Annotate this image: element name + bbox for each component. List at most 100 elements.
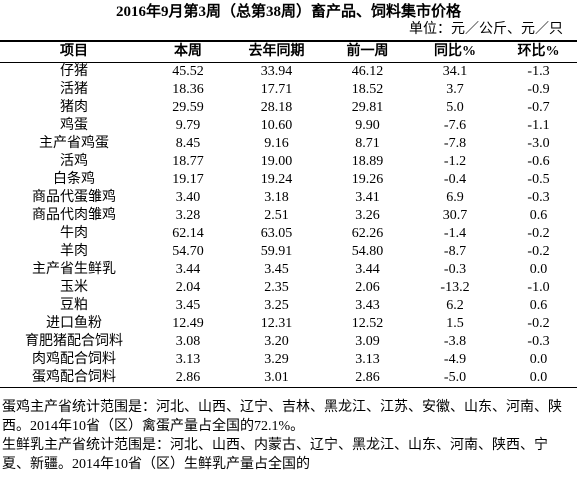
price-cell: -0.9 — [527, 82, 550, 97]
price-cell: -8.7 — [443, 244, 467, 259]
note: 生鲜乳主产省统计范围是：河北、山西、内蒙古、辽宁、黑龙江、山东、河南、陕西、宁夏… — [2, 438, 548, 472]
price-cell: 30.7 — [442, 208, 468, 223]
price-cell: 63.05 — [260, 226, 293, 241]
price-cell: 34.1 — [442, 64, 468, 79]
price-cell: 54.70 — [172, 244, 204, 259]
price-cell: -1.0 — [527, 280, 550, 295]
price-cell: -3.0 — [527, 136, 550, 151]
price-cell: 45.52 — [172, 64, 204, 79]
notes: 蛋鸡主产省统计范围是：河北、山西、辽宁、吉林、黑龙江、江苏、安徽、山东、河南、陕… — [2, 398, 575, 474]
price-cell: -1.2 — [443, 154, 467, 169]
price-cell: 3.43 — [355, 298, 380, 313]
price-cell: 3.08 — [175, 334, 201, 349]
item-name: 蛋鸡配合饲料 — [0, 369, 148, 388]
price-cell: 3.13 — [355, 352, 380, 367]
price-cell: 12.49 — [172, 316, 204, 331]
item-name: 主产省鸡蛋 — [39, 136, 109, 151]
item-name: 进口鱼粉 — [46, 316, 102, 331]
price-cell: -4.9 — [443, 352, 467, 367]
price-cell: 54.80 — [351, 244, 384, 259]
price-cell: -3.8 — [443, 334, 467, 349]
price-cell: -0.3 — [527, 334, 550, 349]
price-cell: -0.4 — [443, 172, 467, 187]
item-name: 主产省生鲜乳 — [32, 262, 116, 277]
price-cell: 18.52 — [351, 82, 384, 97]
table-row: 活猪 18.36 17.71 18.52 3.7 -0.9 — [0, 81, 577, 99]
table-row: 仔猪 45.52 33.94 46.12 34.1 -1.3 — [0, 63, 577, 82]
price-cell: 3.29 — [264, 352, 289, 367]
price-table: 项目 本周 去年同期 前一周 同比% 环比% 仔猪 45.52 33.94 46.12 34.1 -… — [0, 40, 577, 388]
price-cell: 2.51 — [264, 208, 289, 223]
item-name: 肉鸡配合饲料 — [32, 352, 116, 367]
unit: 单位：元／公斤、元／只 — [409, 22, 563, 37]
item-name: 商品代肉雏鸡 — [32, 208, 116, 223]
price-cell: 46.12 — [351, 64, 384, 79]
price-cell: 3.09 — [355, 334, 380, 349]
price-cell: 0.0 — [529, 352, 548, 367]
price-cell: 5.0 — [446, 100, 464, 115]
price-cell: 2.86 — [325, 369, 410, 388]
price-cell: 6.2 — [446, 298, 464, 313]
price-cell: 10.60 — [260, 118, 293, 133]
price-cell: 3.45 — [175, 298, 201, 313]
table-row: 牛肉 62.14 63.05 62.26 -1.4 -0.2 — [0, 225, 577, 243]
table-row: 鸡蛋 9.79 10.60 9.90 -7.6 -1.1 — [0, 117, 577, 135]
table-row: 羊肉 54.70 59.91 54.80 -8.7 -0.2 — [0, 243, 577, 261]
item-name: 玉米 — [60, 280, 88, 295]
table-body: 仔猪 45.52 33.94 46.12 34.1 -1.3 活猪 18.36 17.71 18.… — [0, 63, 577, 388]
item-name: 豆粕 — [60, 298, 88, 313]
price-cell: 3.26 — [355, 208, 380, 223]
price-cell: -0.3 — [527, 190, 550, 205]
price-cell: 28.18 — [260, 100, 293, 115]
table-row: 白条鸡 19.17 19.24 19.26 -0.4 -0.5 — [0, 171, 577, 189]
price-cell: 9.16 — [264, 136, 289, 151]
price-cell: 3.28 — [175, 208, 201, 223]
item-name: 白条鸡 — [53, 172, 95, 187]
table-row: 玉米 2.04 2.35 2.06 -13.2 -1.0 — [0, 279, 577, 297]
price-cell: 3.01 — [228, 369, 325, 388]
price-cell: 3.18 — [264, 190, 289, 205]
price-cell: 62.14 — [172, 226, 204, 241]
price-cell: 2.04 — [175, 280, 201, 295]
item-name: 商品代蛋雏鸡 — [32, 190, 116, 205]
price-cell: -0.2 — [527, 226, 550, 241]
table-row: 豆粕 3.45 3.25 3.43 6.2 0.6 — [0, 297, 577, 315]
header-row: 项目 本周 去年同期 前一周 同比% 环比% — [0, 40, 577, 63]
item-name: 仔猪 — [60, 64, 88, 79]
item-name: 活鸡 — [60, 154, 88, 169]
table-row: 活鸡 18.77 19.00 18.89 -1.2 -0.6 — [0, 153, 577, 171]
item-name: 育肥猪配合饲料 — [25, 334, 123, 349]
price-cell: 18.77 — [172, 154, 204, 169]
column-header: 同比% — [410, 40, 500, 63]
table-row: 猪肉 29.59 28.18 29.81 5.0 -0.7 — [0, 99, 577, 117]
price-cell: 29.59 — [172, 100, 204, 115]
column-header: 环比% — [500, 40, 577, 63]
price-cell: 6.9 — [446, 190, 464, 205]
price-cell: 9.90 — [355, 118, 380, 133]
price-cell: 3.13 — [175, 352, 201, 367]
price-cell: -7.8 — [443, 136, 467, 151]
price-cell: 19.17 — [172, 172, 204, 187]
price-cell: 0.0 — [529, 262, 548, 277]
table-row: 商品代肉雏鸡 3.28 2.51 3.26 30.7 0.6 — [0, 207, 577, 225]
price-cell: 33.94 — [260, 64, 293, 79]
column-header: 去年同期 — [228, 40, 325, 63]
price-cell: 2.86 — [148, 369, 228, 388]
table-row: 蛋鸡配合饲料 2.86 3.01 2.86 -5.0 0.0 — [0, 369, 577, 388]
price-cell: 8.71 — [355, 136, 380, 151]
table-row: 育肥猪配合饲料 3.08 3.20 3.09 -3.8 -0.3 — [0, 333, 577, 351]
item-name: 猪肉 — [60, 100, 88, 115]
note: 蛋鸡主产省统计范围是：河北、山西、辽宁、吉林、黑龙江、江苏、安徽、山东、河南、陕… — [2, 400, 562, 434]
price-cell: 17.71 — [260, 82, 293, 97]
column-header: 本周 — [148, 40, 228, 63]
column-header: 前一周 — [325, 40, 410, 63]
price-cell: 3.40 — [175, 190, 201, 205]
price-cell: -0.7 — [527, 100, 550, 115]
price-cell: 19.24 — [260, 172, 293, 187]
price-cell: 62.26 — [351, 226, 384, 241]
price-cell: -0.2 — [527, 316, 550, 331]
price-cell: -13.2 — [440, 280, 470, 295]
price-cell: 3.44 — [175, 262, 201, 277]
price-cell: 18.89 — [351, 154, 384, 169]
